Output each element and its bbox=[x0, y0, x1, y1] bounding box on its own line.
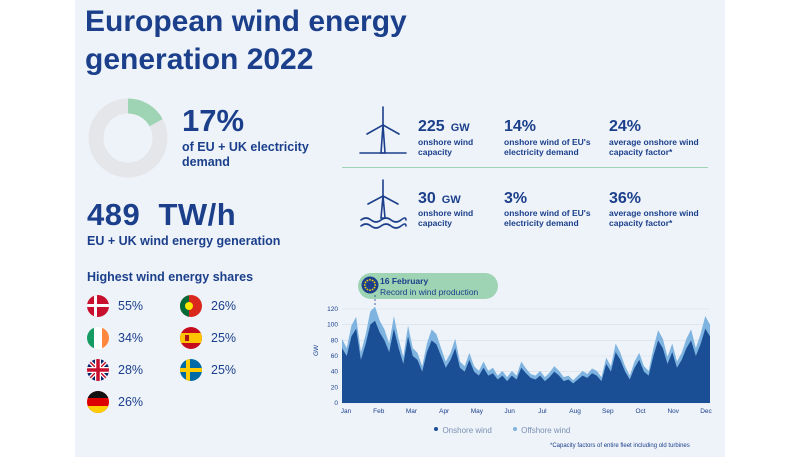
onshore-share-label: onshore wind of EU's electricity demand bbox=[504, 137, 591, 157]
spain-flag-icon bbox=[180, 327, 202, 349]
offshore-share-label: onshore wind of EU's electricity demand bbox=[504, 208, 591, 228]
eu-star bbox=[364, 286, 367, 289]
eu-star bbox=[364, 281, 367, 284]
y-tick-label: 80 bbox=[331, 337, 339, 344]
uk-share: 28% bbox=[118, 363, 144, 377]
onshore-share-value: 14% bbox=[504, 118, 537, 135]
sweden-flag-icon bbox=[180, 359, 202, 381]
eu-star bbox=[369, 289, 371, 292]
offshore-share-value: 3% bbox=[504, 190, 528, 207]
portugal-flag-icon bbox=[180, 295, 202, 317]
eu-star bbox=[371, 279, 374, 282]
uk-flag-icon bbox=[87, 359, 109, 381]
legend: Onshore wind Offshore wind bbox=[434, 420, 570, 438]
eu-star bbox=[363, 284, 366, 286]
record-date: 16 February bbox=[380, 276, 429, 286]
y-tick-label: 20 bbox=[331, 384, 339, 391]
eu-star bbox=[374, 284, 377, 286]
y-tick-label: 60 bbox=[331, 353, 339, 360]
footnote: *Capacity factors of entire fleet includ… bbox=[550, 443, 690, 449]
spain-share: 25% bbox=[211, 331, 237, 345]
record-badge bbox=[358, 273, 498, 299]
sweden-share: 25% bbox=[211, 363, 237, 377]
germany-flag-icon bbox=[87, 391, 109, 413]
ireland-flag-icon bbox=[87, 327, 109, 349]
wind-production-chart: 0 20 40 60 80 100 120 Jan Feb Mar Apr May Jun Jul Aug… bbox=[313, 295, 713, 415]
generation-stat: 489 TW/h bbox=[87, 197, 236, 233]
onshore-capacity-unit: GW bbox=[450, 122, 470, 134]
onshore-capacity-value: 225 bbox=[418, 118, 445, 135]
offshore-factor-value: 36% bbox=[609, 190, 642, 207]
offshore-turbine-icon bbox=[360, 179, 407, 229]
generation-value: 489 bbox=[87, 197, 141, 232]
x-tick-label: Jul bbox=[538, 408, 547, 415]
eu-star bbox=[366, 279, 369, 282]
legend-onshore: Onshore wind bbox=[442, 426, 492, 435]
onshore-capacity-label: onshore wind capacity bbox=[418, 137, 474, 157]
x-tick-label: May bbox=[471, 408, 484, 415]
x-tick-label: Oct bbox=[635, 408, 645, 415]
x-tick-label: Jan bbox=[341, 408, 352, 415]
shares-title: Highest wind energy shares bbox=[87, 270, 254, 284]
legend-offshore: Offshore wind bbox=[521, 426, 571, 435]
legend-swatch-offshore bbox=[512, 426, 517, 431]
eu-star bbox=[366, 288, 369, 291]
demand-share-label: of EU + UK electricity demand bbox=[182, 140, 309, 169]
offshore-factor-label: average onshore wind capacity factor* bbox=[609, 208, 699, 228]
denmark-share: 55% bbox=[118, 299, 144, 313]
x-tick-label: Sep bbox=[602, 408, 614, 415]
offshore-capacity-label: onshore wind capacity bbox=[418, 208, 474, 228]
section-divider bbox=[342, 167, 708, 168]
ireland-share: 34% bbox=[118, 331, 144, 345]
eu-stars-icon bbox=[361, 276, 379, 294]
germany-share: 26% bbox=[118, 395, 144, 409]
onshore-capacity-stat: 225 GW bbox=[418, 118, 470, 136]
denmark-flag-icon bbox=[87, 295, 109, 317]
eu-star bbox=[369, 278, 371, 281]
legend-swatch-onshore bbox=[434, 426, 438, 431]
generation-label: EU + UK wind energy generation bbox=[87, 234, 281, 248]
demand-share-value: 17% bbox=[182, 103, 245, 138]
offshore-capacity-unit: GW bbox=[441, 194, 461, 206]
x-tick-label: Feb bbox=[373, 408, 385, 415]
donut-arc bbox=[88, 98, 168, 178]
portugal-share: 26% bbox=[211, 299, 237, 313]
y-tick-label: 40 bbox=[331, 369, 339, 376]
demand-share-donut bbox=[88, 98, 168, 178]
onshore-area bbox=[342, 320, 710, 403]
y-axis-label: GW bbox=[313, 344, 320, 356]
onshore-factor-label: average onshore wind capacity factor* bbox=[609, 137, 699, 157]
x-tick-label: Mar bbox=[406, 408, 418, 415]
offshore-capacity-value: 30 bbox=[418, 190, 436, 207]
y-tick-label: 120 bbox=[327, 306, 338, 313]
x-tick-label: Jun bbox=[504, 408, 515, 415]
x-tick-label: Dec bbox=[700, 408, 712, 415]
x-tick-label: Apr bbox=[439, 408, 450, 415]
eu-star bbox=[373, 281, 376, 284]
x-tick-label: Aug bbox=[569, 408, 581, 415]
onshore-factor-value: 24% bbox=[609, 118, 642, 135]
onshore-turbine-icon bbox=[359, 106, 407, 154]
x-tick-label: Nov bbox=[667, 408, 679, 415]
offshore-capacity-stat: 30 GW bbox=[418, 190, 461, 208]
page-title: European wind energy generation 2022 bbox=[85, 5, 407, 76]
eu-star bbox=[373, 286, 376, 289]
record-text: Record in wind production bbox=[380, 287, 479, 297]
y-tick-label: 100 bbox=[327, 322, 338, 329]
y-tick-label: 0 bbox=[334, 400, 338, 407]
generation-unit: TW/h bbox=[158, 197, 237, 232]
eu-star bbox=[371, 288, 374, 291]
